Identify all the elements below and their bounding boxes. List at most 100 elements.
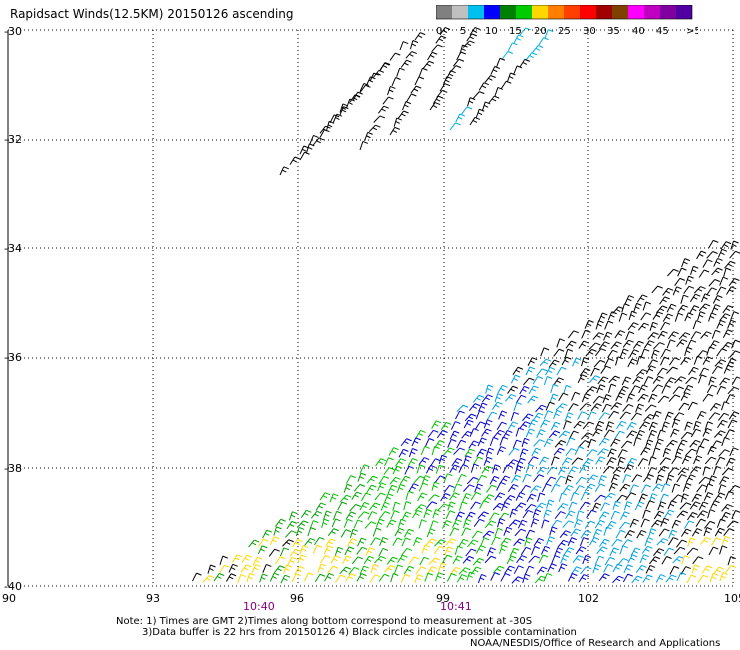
barb-staff xyxy=(545,401,551,411)
barb-staff xyxy=(719,572,724,582)
barb-flag xyxy=(401,452,406,455)
wind-barb xyxy=(686,574,697,584)
barb-flag xyxy=(643,348,650,352)
barb-flag xyxy=(658,438,664,442)
barb-staff xyxy=(622,404,629,412)
wind-barb xyxy=(691,564,700,574)
barb-flag xyxy=(620,456,626,460)
barb-flag xyxy=(537,45,544,48)
wind-barb xyxy=(500,80,512,90)
wind-barb xyxy=(598,412,610,421)
barb-flag xyxy=(359,576,364,580)
barb-flag xyxy=(735,250,740,254)
barb-flag xyxy=(631,430,638,434)
barb-staff xyxy=(627,554,633,564)
barb-flag xyxy=(384,62,391,66)
barb-flag xyxy=(402,554,408,558)
barb-staff xyxy=(430,458,436,467)
barb-staff xyxy=(310,511,318,519)
wind-barb xyxy=(656,538,669,546)
barb-flag xyxy=(712,343,717,347)
barb-flag xyxy=(379,115,386,119)
wind-barb xyxy=(470,491,482,501)
wind-barb xyxy=(386,519,397,528)
barb-flag xyxy=(695,320,702,324)
barb-flag xyxy=(611,457,617,460)
barb-staff xyxy=(692,320,697,330)
wind-barb xyxy=(525,366,536,376)
barb-flag xyxy=(624,303,630,307)
barb-flag xyxy=(663,493,669,497)
barb-staff xyxy=(462,40,470,48)
barb-flag xyxy=(428,438,435,441)
barb-flag xyxy=(682,334,687,338)
barb-staff xyxy=(370,564,375,574)
barb-flag xyxy=(528,463,535,467)
barb-staff xyxy=(642,509,646,519)
wind-barb xyxy=(525,529,536,539)
barb-flag xyxy=(586,566,592,570)
barb-staff xyxy=(395,458,402,467)
barb-staff xyxy=(455,113,461,123)
barb-flag xyxy=(307,540,313,544)
barb-flag xyxy=(513,377,518,381)
barb-staff xyxy=(379,62,386,71)
barb-staff xyxy=(666,303,672,313)
barb-flag xyxy=(476,486,481,490)
wind-barb xyxy=(324,572,335,582)
barb-flag xyxy=(617,356,624,360)
barb-flag xyxy=(376,72,381,76)
barb-staff xyxy=(241,554,248,564)
barb-flag xyxy=(390,559,395,563)
wind-barb xyxy=(603,429,615,438)
wind-barb xyxy=(607,448,617,458)
wind-barb xyxy=(366,76,376,86)
barb-staff xyxy=(485,447,490,457)
barb-flag xyxy=(573,430,579,434)
barb-flag xyxy=(565,530,571,534)
wind-barb xyxy=(366,484,377,494)
barb-flag xyxy=(664,321,671,325)
barb-staff xyxy=(549,526,553,536)
barb-flag xyxy=(421,492,428,496)
barb-staff xyxy=(671,456,678,465)
barb-flag xyxy=(489,550,494,554)
barb-flag xyxy=(525,416,531,420)
wind-barb xyxy=(496,482,506,491)
barb-flag xyxy=(388,493,394,497)
wind-barb xyxy=(274,556,286,565)
barb-staff xyxy=(717,420,723,429)
wind-barb xyxy=(558,430,571,439)
wind-barb xyxy=(392,537,403,547)
barb-staff xyxy=(708,475,713,485)
wind-barb xyxy=(513,34,524,44)
wind-barb xyxy=(510,374,521,384)
wind-barb xyxy=(537,492,546,502)
barb-flag xyxy=(558,348,565,352)
wind-barb xyxy=(394,527,405,537)
barb-flag xyxy=(497,495,503,499)
barb-staff xyxy=(666,339,671,349)
barb-staff xyxy=(461,527,467,537)
barb-staff xyxy=(553,377,560,386)
barb-staff xyxy=(659,296,666,305)
barb-flag xyxy=(368,79,374,83)
wind-barb xyxy=(664,509,675,519)
barb-flag xyxy=(655,314,661,318)
wind-barb xyxy=(414,32,426,41)
barb-flag xyxy=(573,531,579,535)
barb-flag xyxy=(424,544,431,548)
wind-barb xyxy=(676,572,686,582)
wind-barb xyxy=(397,110,409,119)
barb-flag xyxy=(548,539,553,543)
barb-flag xyxy=(712,503,718,507)
barb-staff xyxy=(274,556,281,565)
barb-flag xyxy=(529,366,536,370)
wind-barb xyxy=(695,518,706,527)
barb-flag xyxy=(558,442,563,446)
barb-staff xyxy=(299,151,305,161)
wind-barb xyxy=(614,430,625,440)
wind-barb xyxy=(702,466,711,476)
barb-staff xyxy=(686,574,692,584)
wind-barb xyxy=(644,404,657,412)
